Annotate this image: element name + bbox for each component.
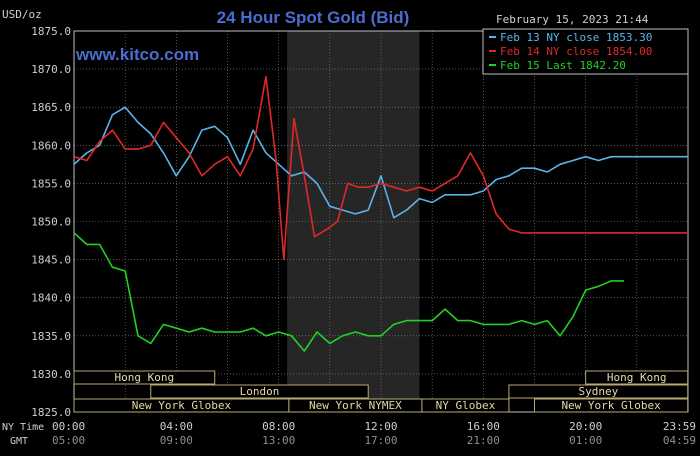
x-tick-label-gmt: 17:00 [364,434,397,447]
timestamp: February 15, 2023 21:44 [496,13,649,26]
session-label: Hong Kong [607,371,667,384]
x-tick-label-ny: 12:00 [364,420,397,433]
x-tick-label-gmt: 04:59 [663,434,696,447]
session-label: Hong Kong [115,371,175,384]
y-tick-label: 1865.0 [31,101,71,114]
x-row-label-ny: NY Time [2,422,44,433]
x-tick-label-ny: 04:00 [160,420,193,433]
y-tick-label: 1850.0 [31,216,71,229]
series-lines [73,75,688,352]
x-tick-label-ny: 16:00 [467,420,500,433]
x-tick-label-gmt: 01:00 [569,434,602,447]
y-axis-ticks: 1875.0 1870.0 1865.0 1860.0 1855.0 1850.0 1845… [31,25,71,419]
session-box [421,398,510,413]
x-tick-label-gmt: 21:00 [467,434,500,447]
session-box [585,370,689,385]
legend-box [482,28,689,75]
x-row-label-gmt: GMT [10,436,28,447]
x-tick-label-ny: 08:00 [262,420,295,433]
series-line-1 [73,106,688,219]
x-tick-label-gmt: 05:00 [52,434,85,447]
session-label: London [240,385,280,398]
legend-entry: Feb 13 NY close 1853.30 [500,31,652,44]
y-tick-label: 1860.0 [31,139,71,152]
y-tick-label: 1845.0 [31,254,71,267]
session-box [150,384,369,399]
chart-title: 24 Hour Spot Gold (Bid) [217,8,410,27]
session-label: New York NYMEX [309,399,402,412]
legend-entry: Feb 15 Last 1842.20 [500,59,626,72]
y-tick-label: 1830.0 [31,368,71,381]
legend-entry: Feb 14 NY close 1854.00 [500,45,652,58]
session-box [73,370,216,385]
y-tick-label: 1875.0 [31,25,71,38]
series-line-3 [73,232,624,352]
session-box [534,398,689,413]
session-label: NY Globex [436,399,496,412]
series-line-2 [73,75,688,261]
x-tick-label-gmt: 09:00 [160,434,193,447]
session-label: New York Globex [132,399,232,412]
y-tick-label: 1855.0 [31,177,71,190]
y-tick-label: 1870.0 [31,63,71,76]
y-tick-label: 1840.0 [31,292,71,305]
y-unit-label: USD/oz [2,8,42,21]
x-tick-label-gmt: 13:00 [262,434,295,447]
session-label: New York Globex [561,399,661,412]
x-tick-label-ny: 23:59 [663,420,696,433]
x-tick-label-ny: 00:00 [52,420,85,433]
session-box [508,384,689,399]
y-tick-label: 1825.0 [31,406,71,419]
session-label: Sydney [578,385,618,398]
site-link: www.kitco.com [75,45,199,64]
y-tick-label: 1835.0 [31,330,71,343]
x-tick-label-ny: 20:00 [569,420,602,433]
